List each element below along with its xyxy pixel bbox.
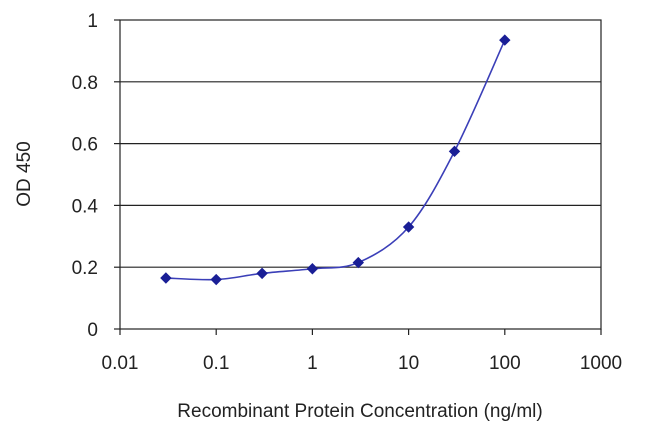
y-tick-label: 0.4	[72, 196, 99, 217]
y-tick-label: 0.2	[72, 258, 98, 279]
x-tick-label: 10	[398, 353, 419, 374]
x-tick-label: 100	[489, 353, 521, 374]
data-point-marker	[352, 256, 365, 269]
series	[160, 34, 511, 286]
y-tick-label: 0	[87, 320, 98, 341]
data-point-marker	[499, 34, 511, 46]
data-point-marker	[160, 272, 172, 284]
x-tick-label: 0.1	[203, 353, 229, 374]
plot-frame	[119, 19, 602, 330]
y-tick-label: 1	[87, 11, 98, 32]
y-axis-ticks: 0 0.2 0.4 0.6 0.8 1	[72, 11, 120, 341]
y-tick-label: 0.6	[72, 135, 98, 156]
x-tick-label: 0.01	[102, 353, 139, 374]
x-axis-ticks: 0.01 0.1 1 10 100 1000	[102, 329, 622, 374]
data-point-marker	[306, 263, 319, 275]
gridlines	[120, 81, 601, 268]
data-point-marker	[402, 221, 415, 233]
x-tick-label: 1	[307, 353, 318, 374]
y-axis-label: OD 450	[14, 141, 35, 206]
y-tick-label: 0.8	[72, 73, 98, 94]
x-axis-label: Recombinant Protein Concentration (ng/ml…	[177, 401, 542, 422]
data-point-marker	[256, 267, 268, 280]
x-tick-label: 1000	[580, 353, 622, 374]
data-point-marker	[448, 145, 461, 158]
data-point-marker	[210, 273, 222, 286]
series-line	[165, 39, 506, 281]
